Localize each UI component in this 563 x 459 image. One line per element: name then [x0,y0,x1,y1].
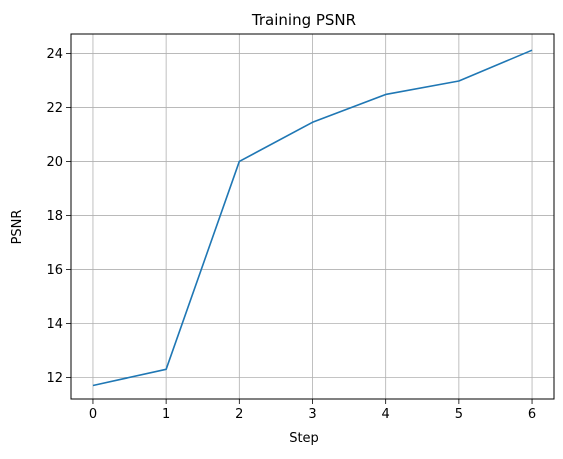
x-axis-label: Step [289,431,319,446]
y-tick-label: 14 [46,317,63,332]
x-tick-label: 5 [455,407,463,422]
series-layer [92,49,533,387]
x-tick-label: 2 [235,407,243,422]
x-tick-label: 3 [308,407,316,422]
y-tick-label: 20 [46,155,63,170]
x-tick-label: 1 [162,407,170,422]
x-tick-label: 4 [382,407,390,422]
grid [71,34,554,399]
x-tick-label: 0 [89,407,97,422]
y-tick-label: 22 [46,101,63,116]
y-tick-label: 16 [46,263,63,278]
chart-title: Training PSNR [251,11,356,29]
y-tick-label: 24 [46,47,63,62]
x-tick-label: 6 [528,407,536,422]
y-tick-label: 18 [46,209,63,224]
y-axis-label: PSNR [10,210,25,245]
y-tick-label: 12 [46,371,63,386]
series-line [92,49,533,387]
